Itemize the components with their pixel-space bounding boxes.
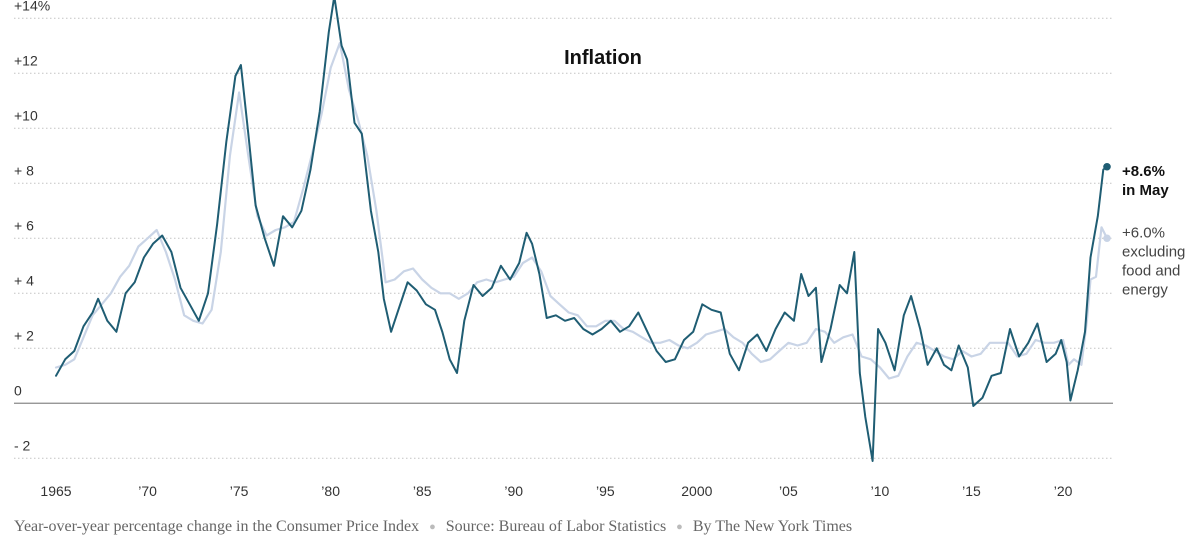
y-axis: +14% +12 +10 + 8 + 6 + 4 + 2 0 - 2: [14, 0, 50, 453]
x-tick-label: ’95: [596, 483, 615, 499]
byline: By The New York Times: [692, 518, 853, 535]
y-tick-label: + 8: [14, 162, 34, 178]
x-axis: 1965 ’70 ’75 ’80 ’85 ’90 ’95 2000 ’05 ’10 ’15 ’20: [40, 483, 1072, 499]
x-tick-label: ’80: [321, 483, 340, 499]
x-tick-label: ’85: [413, 483, 432, 499]
y-tick-label: +12: [14, 52, 38, 68]
core-cpi-annotation: excluding: [1122, 243, 1185, 260]
y-tick-label: - 2: [14, 437, 31, 453]
y-tick-label: + 4: [14, 272, 34, 288]
y-tick-label: +14%: [14, 0, 50, 13]
x-tick-label: ’75: [230, 483, 249, 499]
cpi-series-line: [55, 0, 1108, 462]
x-tick-label: 2000: [681, 483, 712, 499]
x-tick-label: 1965: [40, 483, 71, 499]
cpi-annotation: +8.6%: [1122, 163, 1165, 180]
y-tick-label: 0: [14, 382, 22, 398]
x-tick-label: ’05: [779, 483, 798, 499]
x-tick-label: ’70: [138, 483, 157, 499]
cpi-endpoint-dot: [1103, 162, 1111, 171]
core-cpi-endpoint-dot: [1103, 234, 1111, 243]
plot-area: [54, 0, 1111, 462]
core-cpi-annotation: +6.0%: [1122, 224, 1165, 241]
source-credit: Source: Bureau of Labor Statistics: [445, 518, 667, 535]
chart-title: Inflation: [564, 47, 642, 69]
x-tick-label: ’90: [504, 483, 523, 499]
core-cpi-annotation: energy: [1122, 281, 1168, 298]
inflation-chart: +14% +12 +10 + 8 + 6 + 4 + 2 0 - 2 1965 ’70 ’75 ’80…: [14, 0, 1185, 499]
x-tick-label: ’10: [871, 483, 890, 499]
separator-dot: ●: [429, 521, 436, 534]
separator-dot: ●: [676, 521, 683, 534]
chart-footer: Year-over-year percentage change in the …: [14, 518, 852, 536]
y-tick-label: + 2: [14, 327, 34, 343]
core-cpi-annotation: food and: [1122, 262, 1180, 279]
x-tick-label: ’20: [1054, 483, 1073, 499]
end-annotations: +8.6% in May +6.0% excluding food and energy: [1122, 163, 1185, 299]
x-tick-label: ’15: [962, 483, 981, 499]
gridlines: [14, 17, 1113, 459]
chart-description: Year-over-year percentage change in the …: [14, 518, 420, 535]
cpi-annotation: in May: [1122, 182, 1169, 199]
y-tick-label: +10: [14, 107, 38, 123]
y-tick-label: + 6: [14, 217, 34, 233]
